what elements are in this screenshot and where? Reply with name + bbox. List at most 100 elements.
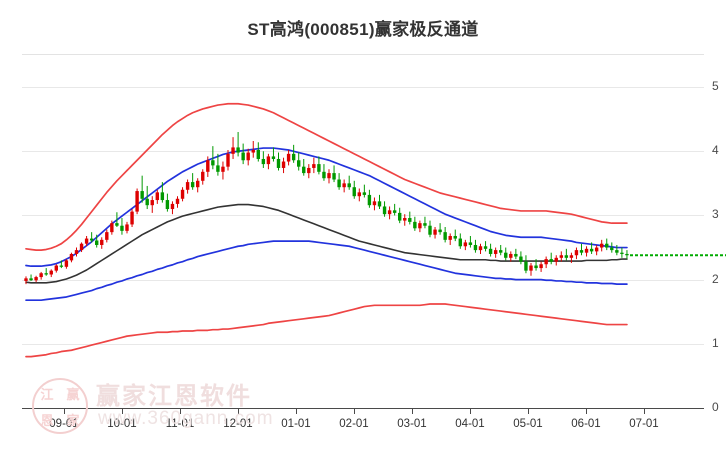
- x-tick-04-01: [470, 408, 471, 414]
- candle-body: [140, 191, 144, 199]
- candle-body: [317, 164, 321, 172]
- candle-body: [115, 223, 119, 226]
- candle-body: [579, 250, 584, 253]
- x-tick-label-01-01: 01-01: [281, 418, 311, 430]
- candle-body: [372, 201, 377, 206]
- candle-body: [125, 224, 129, 231]
- candle-body: [564, 255, 569, 258]
- x-tick-02-01: [354, 408, 355, 414]
- candle-body: [165, 200, 170, 210]
- candle-body: [261, 158, 266, 165]
- candle-body: [357, 192, 361, 197]
- x-tick-label-07-01: 07-01: [629, 418, 659, 430]
- candle-body: [443, 232, 447, 240]
- candle-body: [39, 273, 43, 278]
- x-tick-09-01: [64, 408, 65, 414]
- x-tick-06-01: [586, 408, 587, 414]
- candle-body: [352, 187, 356, 197]
- candle-body: [483, 246, 488, 249]
- page-title: ST高鸿(000851)赢家极反通道: [247, 19, 479, 39]
- candle-body: [398, 212, 402, 221]
- candle-body: [362, 192, 367, 195]
- plot-area[interactable]: [22, 55, 726, 414]
- candle-body: [327, 173, 331, 179]
- candle-body: [84, 238, 89, 244]
- candle-body: [392, 210, 397, 213]
- candle-body: [155, 192, 159, 201]
- x-tick-label-02-01: 02-01: [339, 418, 369, 430]
- candle-body: [64, 260, 69, 267]
- x-axis-line: [22, 408, 704, 409]
- candle-body: [403, 218, 407, 221]
- gridline-2: [22, 279, 704, 281]
- x-tick-label-10-01: 10-01: [107, 418, 137, 430]
- candle-body: [251, 149, 255, 153]
- price-series-canvas: [24, 102, 726, 358]
- candle-body: [281, 161, 286, 168]
- candle-body: [584, 248, 589, 253]
- candle-body: [286, 153, 291, 162]
- candle-body: [312, 164, 316, 168]
- candle-body: [554, 257, 558, 262]
- candle-body: [499, 250, 503, 253]
- candle-body: [589, 248, 594, 252]
- candle-body: [256, 149, 260, 159]
- candle-body: [433, 229, 437, 235]
- candle-body: [458, 238, 462, 247]
- candle-body: [206, 160, 210, 172]
- candle-body: [130, 211, 134, 225]
- candle-body: [473, 244, 478, 251]
- candle-body: [190, 182, 195, 188]
- candle-body: [342, 183, 346, 188]
- candle-body: [463, 242, 468, 247]
- y-tick-label-5: 5: [712, 79, 719, 94]
- x-tick-05-01: [528, 408, 529, 414]
- x-tick-label-06-01: 06-01: [571, 418, 601, 430]
- candle-body: [170, 203, 175, 210]
- band-line-4: [25, 303, 628, 358]
- candle-body: [367, 194, 372, 206]
- candle-body: [438, 229, 442, 233]
- candle-body: [135, 191, 139, 212]
- band-line-1: [25, 147, 628, 268]
- y-tick-label-4: 4: [712, 143, 719, 158]
- header-divider: [22, 54, 704, 55]
- candle-body: [221, 166, 225, 172]
- candle-body: [382, 206, 387, 215]
- candle-body: [196, 180, 200, 188]
- candle-body: [574, 250, 579, 256]
- candle-body: [539, 264, 543, 269]
- gridline-3: [22, 215, 704, 217]
- x-tick-12-01: [238, 408, 239, 414]
- x-tick-label-09-01: 09-01: [49, 418, 79, 430]
- candle-body: [488, 248, 493, 254]
- candle-body: [24, 278, 28, 281]
- candle-body: [468, 242, 473, 245]
- candle-body: [504, 252, 508, 258]
- band-line-3: [25, 240, 628, 302]
- y-tick-label-1: 1: [712, 335, 719, 350]
- candle-body: [322, 171, 326, 179]
- candlestick-group: [24, 132, 629, 285]
- y-tick-label-0: 0: [712, 400, 719, 414]
- x-tick-11-01: [180, 408, 181, 414]
- candle-body: [226, 153, 230, 167]
- candle-body: [428, 225, 432, 235]
- band-line-2: [25, 203, 628, 284]
- candle-body: [100, 239, 104, 245]
- chart-header: ST高鸿(000851)赢家极反通道: [0, 0, 726, 54]
- candle-body: [79, 243, 84, 251]
- candle-body: [610, 247, 614, 251]
- x-tick-10-01: [122, 408, 123, 414]
- candle-body: [514, 253, 518, 257]
- candle-body: [625, 253, 629, 256]
- candle-body: [478, 246, 483, 251]
- candle-body: [549, 259, 553, 262]
- candle-body: [559, 255, 563, 258]
- candle-body: [175, 198, 180, 204]
- candle-body: [160, 192, 165, 201]
- candle-body: [418, 223, 422, 229]
- candle-body: [600, 243, 604, 248]
- candle-body: [337, 179, 341, 188]
- candle-body: [509, 253, 513, 258]
